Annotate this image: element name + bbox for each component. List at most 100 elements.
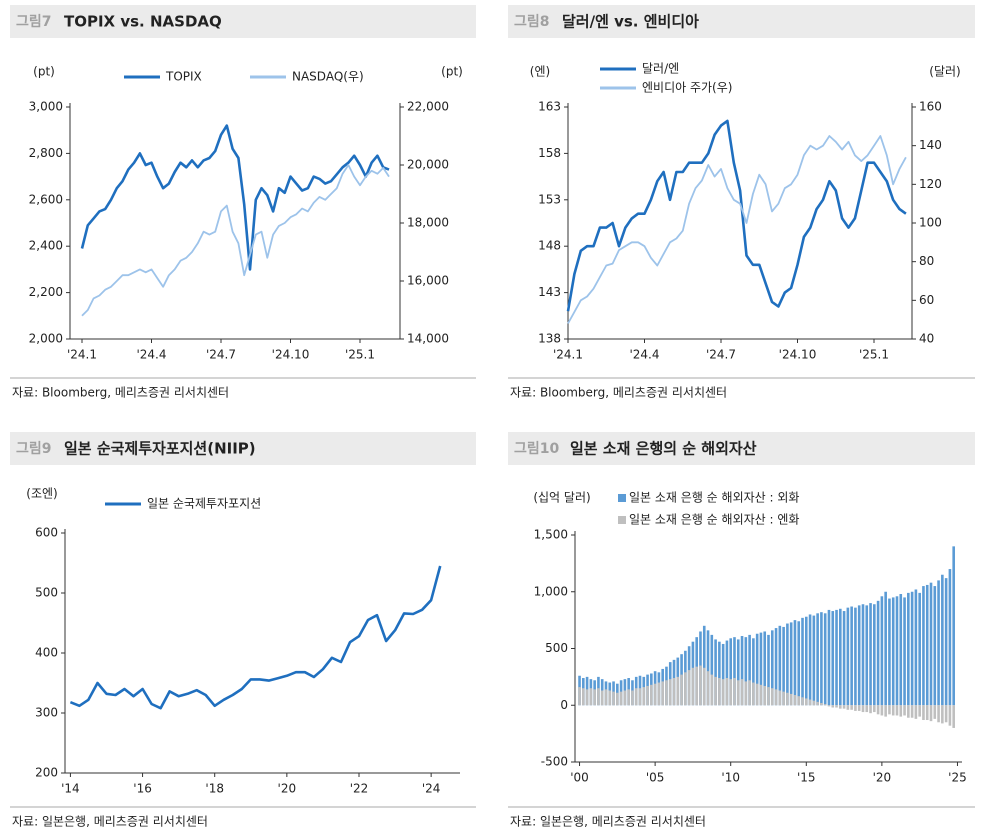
bar: [767, 634, 770, 706]
bar: [653, 683, 657, 706]
bar: [835, 609, 838, 706]
bar: [744, 681, 748, 706]
bar: [684, 672, 687, 706]
bar: [922, 586, 925, 706]
bar: [808, 699, 812, 706]
bar: [899, 594, 903, 706]
bar: [740, 636, 744, 706]
figure-label: 그림7: [16, 14, 52, 30]
bar: [903, 597, 906, 706]
bar: [907, 705, 910, 718]
bar: [782, 626, 785, 706]
x-tick-label: '20: [278, 782, 297, 796]
figure-label: 그림9: [16, 441, 52, 457]
bar: [774, 628, 778, 706]
y-tick-label: 500: [35, 586, 58, 600]
bar: [736, 639, 740, 706]
bar: [661, 681, 664, 706]
bar: [907, 592, 910, 706]
y-tick-label: 163: [538, 100, 561, 114]
bar: [695, 666, 698, 706]
line-series: [69, 565, 442, 710]
bar: [952, 705, 955, 728]
bar: [918, 592, 921, 706]
bar: [714, 676, 717, 706]
bar: [846, 705, 850, 710]
legend-label: 일본 소재 은행 순 해외자산 : 외화: [629, 490, 799, 505]
bar: [740, 679, 744, 706]
header-bar: [10, 432, 476, 465]
bar: [842, 705, 846, 709]
header-bar: [508, 5, 975, 38]
bar: [650, 684, 653, 706]
bar: [582, 688, 585, 706]
y-tick-label: 148: [538, 239, 561, 253]
bar: [687, 670, 691, 706]
bar: [842, 611, 846, 706]
bar: [672, 678, 676, 706]
bar: [880, 705, 884, 716]
bar: [820, 702, 823, 706]
bar: [657, 682, 661, 706]
legend-label: 일본 소재 은행 순 해외자산 : 엔화: [629, 512, 799, 527]
bar: [839, 608, 842, 706]
line-series: [567, 135, 907, 324]
bar: [578, 687, 581, 706]
bar: [589, 688, 593, 706]
bar: [770, 688, 774, 706]
bar: [873, 705, 876, 713]
bar: [937, 580, 940, 706]
x-tick-label: '25.1: [345, 348, 375, 362]
bar: [699, 665, 702, 706]
x-tick-label: '24.4: [136, 348, 166, 362]
bar: [880, 596, 884, 706]
x-tick-label: '24.1: [67, 348, 97, 362]
bar: [710, 634, 714, 706]
bar: [933, 586, 937, 706]
bar: [770, 630, 774, 706]
y2-tick-label: 60: [919, 293, 934, 307]
bar: [937, 705, 940, 723]
bar: [839, 705, 842, 709]
y-tick-label: 400: [35, 646, 58, 660]
y-axis-unit: (pt): [33, 65, 55, 79]
bar: [918, 705, 921, 717]
bar: [778, 690, 782, 706]
bar: [638, 688, 642, 706]
y2-tick-label: 140: [919, 138, 942, 152]
bar: [804, 698, 808, 706]
bar: [604, 689, 608, 706]
bar: [808, 614, 812, 706]
y2-tick-label: 100: [919, 216, 942, 230]
bar: [831, 705, 835, 708]
bar: [865, 705, 869, 713]
y-tick-label: 2,400: [29, 239, 63, 253]
x-tick-label: '24: [422, 782, 441, 796]
bar: [623, 690, 627, 706]
bar: [831, 611, 835, 706]
bar: [706, 630, 710, 706]
bar: [627, 689, 630, 706]
bar: [812, 700, 816, 706]
bar: [884, 705, 887, 717]
y-tick-label: 600: [35, 526, 58, 540]
bar: [710, 674, 714, 706]
figure-label: 그림8: [514, 14, 550, 30]
bar: [846, 607, 850, 706]
bar: [835, 705, 838, 708]
legend-label: 엔비디아 주가(우): [642, 81, 732, 95]
y2-axis-unit: (pt): [441, 65, 463, 79]
bar: [888, 705, 891, 715]
x-tick-label: '22: [350, 782, 369, 796]
bar: [725, 640, 729, 706]
y-tick-label: 1,000: [534, 584, 568, 598]
bar: [616, 692, 619, 706]
bar: [861, 604, 865, 706]
x-tick-label: '16: [133, 782, 152, 796]
bar: [899, 705, 903, 717]
bar: [869, 603, 872, 706]
legend-label: TOPIX: [165, 70, 202, 84]
y-axis-unit: (조엔): [26, 487, 57, 501]
bar: [786, 692, 789, 706]
y2-tick-label: 14,000: [407, 332, 449, 346]
